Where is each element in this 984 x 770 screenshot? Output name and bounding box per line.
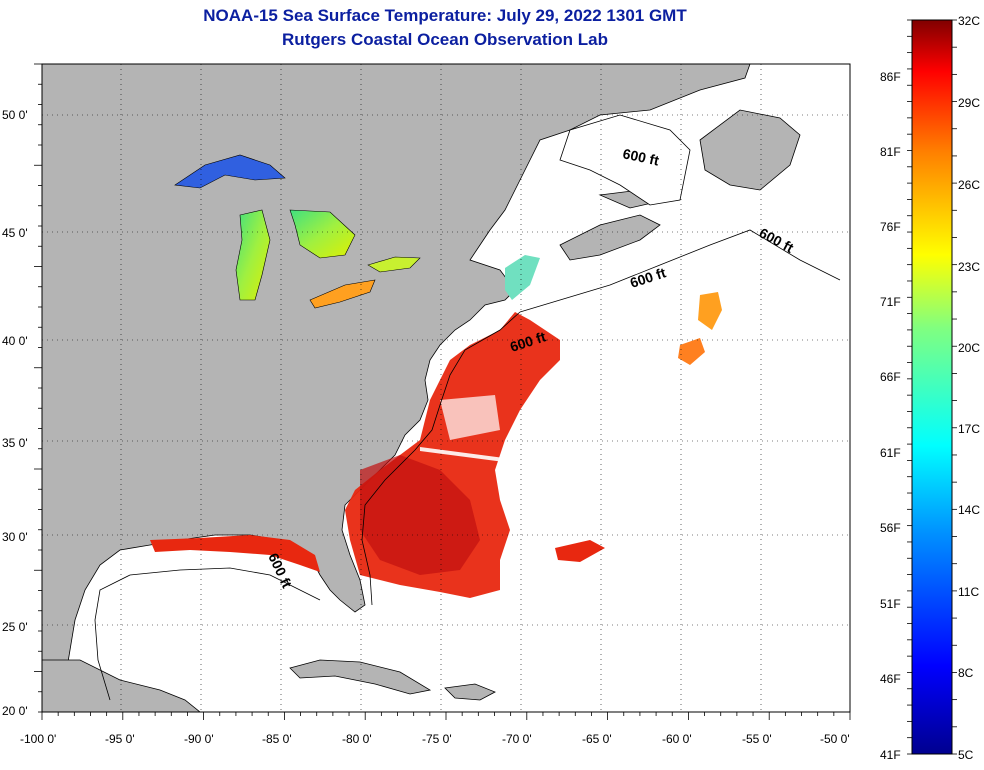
lon-label: -100 0' <box>20 732 57 746</box>
colorbar-label-celsius: 8C <box>958 666 974 680</box>
colorbar-label-fahrenheit: 61F <box>880 446 901 460</box>
colorbar-label-celsius: 17C <box>958 422 981 436</box>
lon-label: -60 0' <box>662 732 692 746</box>
lat-label: 20 0' <box>2 704 28 718</box>
sst-patch-b <box>698 292 722 330</box>
lake-ontario <box>367 256 421 273</box>
gulf-st-lawrence <box>559 114 691 206</box>
isobath-600ft-gulf <box>94 567 321 701</box>
lake-michigan <box>235 209 271 301</box>
lon-label: -90 0' <box>184 732 214 746</box>
lon-label: -85 0' <box>262 732 292 746</box>
lat-label: 35 0' <box>2 436 28 450</box>
colorbar-label-celsius: 11C <box>958 585 980 599</box>
colorbar-label-fahrenheit: 66F <box>880 370 901 384</box>
lon-label: -65 0' <box>582 732 612 746</box>
land-newfoundland <box>699 109 801 191</box>
colorbar <box>911 19 953 755</box>
colorbar-label-fahrenheit: 81F <box>880 145 901 159</box>
lake-superior <box>174 154 286 189</box>
lake-huron <box>289 209 356 259</box>
isobath-600ft-atlantic <box>361 311 521 606</box>
colorbar-label-fahrenheit: 41F <box>880 748 901 762</box>
lat-label: 50 0' <box>2 108 28 122</box>
colorbar-label-fahrenheit: 71F <box>880 295 901 309</box>
axis-ticks <box>34 63 851 720</box>
colorbar-label-fahrenheit: 76F <box>880 220 901 234</box>
lon-label: -80 0' <box>342 732 372 746</box>
sst-atlantic-warm <box>360 455 480 575</box>
colorbar-ticks <box>907 19 957 755</box>
colorbar-label-fahrenheit: 46F <box>880 672 901 686</box>
colorbar-label-fahrenheit: 86F <box>880 70 901 84</box>
contour-label: 600 ft <box>621 145 660 168</box>
sst-cloud-patch <box>440 395 500 440</box>
lon-label: -95 0' <box>105 732 135 746</box>
colorbar-label-celsius: 26C <box>958 178 981 192</box>
colorbar-label-celsius: 23C <box>958 260 981 274</box>
lake-erie <box>309 279 376 309</box>
lon-label: -50 0' <box>820 732 850 746</box>
colorbar-label-celsius: 20C <box>958 341 981 355</box>
land-cuba <box>289 659 432 695</box>
map-title: NOAA-15 Sea Surface Temperature: July 29… <box>203 6 687 25</box>
colorbar-label-fahrenheit: 56F <box>880 521 901 535</box>
colorbar-label-celsius: 14C <box>958 503 981 517</box>
lat-label: 40 0' <box>2 334 28 348</box>
sst-patch-c <box>555 540 605 562</box>
lat-label: 30 0' <box>2 530 28 544</box>
land-hispaniola <box>444 683 496 701</box>
lon-label: -70 0' <box>502 732 532 746</box>
colorbar-label-celsius: 5C <box>958 748 974 762</box>
colorbar-label-fahrenheit: 51F <box>880 597 901 611</box>
colorbar-label-celsius: 29C <box>958 96 981 110</box>
sst-gulf <box>150 535 320 572</box>
lon-label: -75 0' <box>422 732 452 746</box>
colorbar-label-celsius: 32C <box>958 14 981 28</box>
land-yucatan <box>42 659 201 712</box>
lat-label: 45 0' <box>2 226 28 240</box>
sst-cloud-gap <box>420 447 520 464</box>
sst-gulf-maine <box>505 255 540 300</box>
graticule <box>42 64 850 712</box>
sst-patch-a <box>678 338 705 365</box>
map-subtitle: Rutgers Coastal Ocean Observation Lab <box>282 30 608 49</box>
lat-label: 25 0' <box>2 620 28 634</box>
lon-label: -55 0' <box>742 732 772 746</box>
isobath-600ft-shelf <box>519 229 841 313</box>
land-nova-scotia <box>559 214 661 261</box>
